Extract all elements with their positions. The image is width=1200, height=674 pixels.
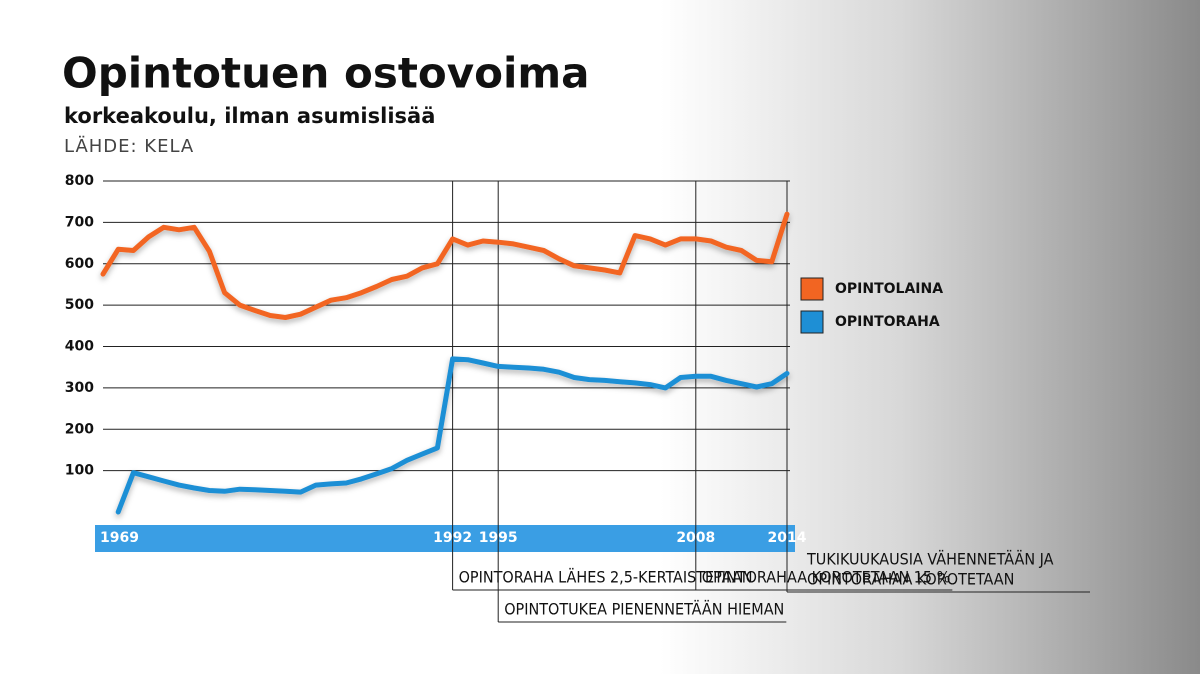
subtitle: korkeakoulu, ilman asumislisää (64, 104, 435, 128)
annotation-text: TUKIKUUKAUSIA VÄHENNETÄÄN JA (806, 550, 1054, 569)
x-tick-label: 1992 (433, 530, 472, 546)
y-tick-label: 800 (65, 173, 94, 189)
source: LÄHDE: KELA (64, 136, 194, 157)
y-tick-label: 300 (65, 380, 94, 396)
legend-swatch (800, 310, 824, 334)
annotation-text: OPINTORAHAA KOROTETAAN (807, 570, 1014, 589)
y-tick-label: 400 (65, 339, 94, 355)
x-tick-label: 1995 (479, 530, 518, 546)
y-tick-label: 600 (65, 256, 94, 272)
series-line (100, 211, 790, 320)
x-tick-label: 2008 (676, 530, 715, 546)
x-tick-label: 2014 (768, 530, 807, 546)
x-tick-label: 1969 (100, 530, 139, 546)
legend-label: OPINTORAHA (835, 314, 940, 330)
y-tick-label: 700 (65, 214, 94, 230)
x-axis-band (95, 525, 795, 552)
annotation-text: OPINTOTUKEA PIENENNETÄÄN HIEMAN (504, 600, 784, 619)
y-tick-label: 200 (65, 421, 94, 437)
annotation-text: OPINTORAHA LÄHES 2,5-KERTAISTETAAN (459, 568, 753, 587)
annotation-text: OPINTORAHAA KOROTETAAN 15 % (702, 568, 951, 587)
series-line (115, 356, 790, 515)
legend-label: OPINTOLAINA (835, 281, 943, 297)
chart-title: Opintotuen ostovoima (62, 49, 590, 98)
y-tick-label: 500 (65, 297, 94, 313)
y-tick-label: 100 (65, 463, 94, 479)
legend-swatch (800, 277, 824, 301)
